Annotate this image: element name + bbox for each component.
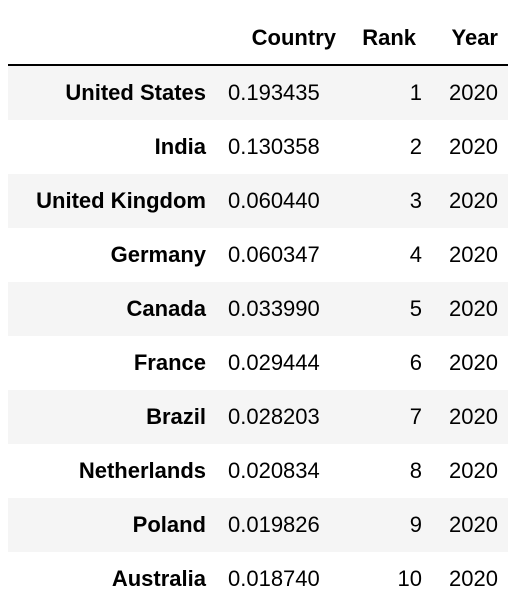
row-index: Canada xyxy=(126,296,206,321)
cell-country: 0.029444 xyxy=(228,350,320,375)
cell-year: 2020 xyxy=(449,188,498,213)
table-row: India 0.130358 2 2020 xyxy=(8,120,508,174)
cell-country: 0.028203 xyxy=(228,404,320,429)
index-header xyxy=(8,12,216,66)
row-index: United States xyxy=(65,80,206,105)
row-index: Germany xyxy=(110,242,206,267)
cell-year: 2020 xyxy=(449,296,498,321)
row-index: Netherlands xyxy=(78,458,206,483)
row-index: India xyxy=(154,134,206,159)
cell-rank: 7 xyxy=(409,404,422,429)
table-row: Brazil 0.028203 7 2020 xyxy=(8,390,508,444)
cell-rank: 10 xyxy=(397,566,422,591)
cell-country: 0.033990 xyxy=(228,296,320,321)
cell-year: 2020 xyxy=(449,134,498,159)
column-header-rank: Rank xyxy=(346,12,426,66)
table-row: Australia 0.018740 10 2020 xyxy=(8,552,508,606)
cell-rank: 8 xyxy=(409,458,422,483)
column-header-year: Year xyxy=(426,12,508,66)
table-row: Canada 0.033990 5 2020 xyxy=(8,282,508,336)
cell-rank: 2 xyxy=(409,134,422,159)
table-row: Germany 0.060347 4 2020 xyxy=(8,228,508,282)
row-index: Poland xyxy=(132,512,206,537)
cell-rank: 4 xyxy=(409,242,422,267)
cell-country: 0.060440 xyxy=(228,188,320,213)
row-index: Brazil xyxy=(146,404,206,429)
header-row: Country Rank Year xyxy=(8,12,508,66)
cell-country: 0.018740 xyxy=(228,566,320,591)
cell-country: 0.193435 xyxy=(228,80,320,105)
table-header: Country Rank Year xyxy=(8,12,508,66)
table-row: France 0.029444 6 2020 xyxy=(8,336,508,390)
cell-rank: 1 xyxy=(409,80,422,105)
column-header-country: Country xyxy=(216,12,346,66)
table-row: United States 0.193435 1 2020 xyxy=(8,65,508,120)
row-index: France xyxy=(133,350,206,375)
cell-year: 2020 xyxy=(449,566,498,591)
cell-rank: 9 xyxy=(409,512,422,537)
cell-year: 2020 xyxy=(449,458,498,483)
cell-country: 0.130358 xyxy=(228,134,320,159)
cell-country: 0.060347 xyxy=(228,242,320,267)
cell-year: 2020 xyxy=(449,242,498,267)
cell-rank: 3 xyxy=(409,188,422,213)
cell-country: 0.019826 xyxy=(228,512,320,537)
cell-year: 2020 xyxy=(449,404,498,429)
cell-rank: 5 xyxy=(409,296,422,321)
cell-rank: 6 xyxy=(409,350,422,375)
table-row: United Kingdom 0.060440 3 2020 xyxy=(8,174,508,228)
table-row: Poland 0.019826 9 2020 xyxy=(8,498,508,552)
dataframe-table: Country Rank Year United States 0.193435… xyxy=(8,12,508,606)
table-body: United States 0.193435 1 2020 India 0.13… xyxy=(8,65,508,606)
cell-year: 2020 xyxy=(449,350,498,375)
table-row: Netherlands 0.020834 8 2020 xyxy=(8,444,508,498)
cell-year: 2020 xyxy=(449,512,498,537)
row-index: Australia xyxy=(111,566,206,591)
cell-year: 2020 xyxy=(449,80,498,105)
cell-country: 0.020834 xyxy=(228,458,320,483)
row-index: United Kingdom xyxy=(36,188,206,213)
